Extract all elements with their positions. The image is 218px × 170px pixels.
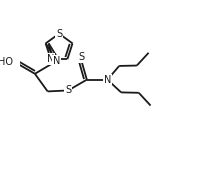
Text: N: N	[104, 75, 111, 85]
Text: S: S	[78, 52, 84, 62]
Text: S: S	[65, 86, 71, 95]
Text: N: N	[53, 56, 60, 66]
Text: HO: HO	[0, 57, 13, 67]
Text: N: N	[47, 54, 54, 64]
Text: S: S	[56, 29, 62, 39]
